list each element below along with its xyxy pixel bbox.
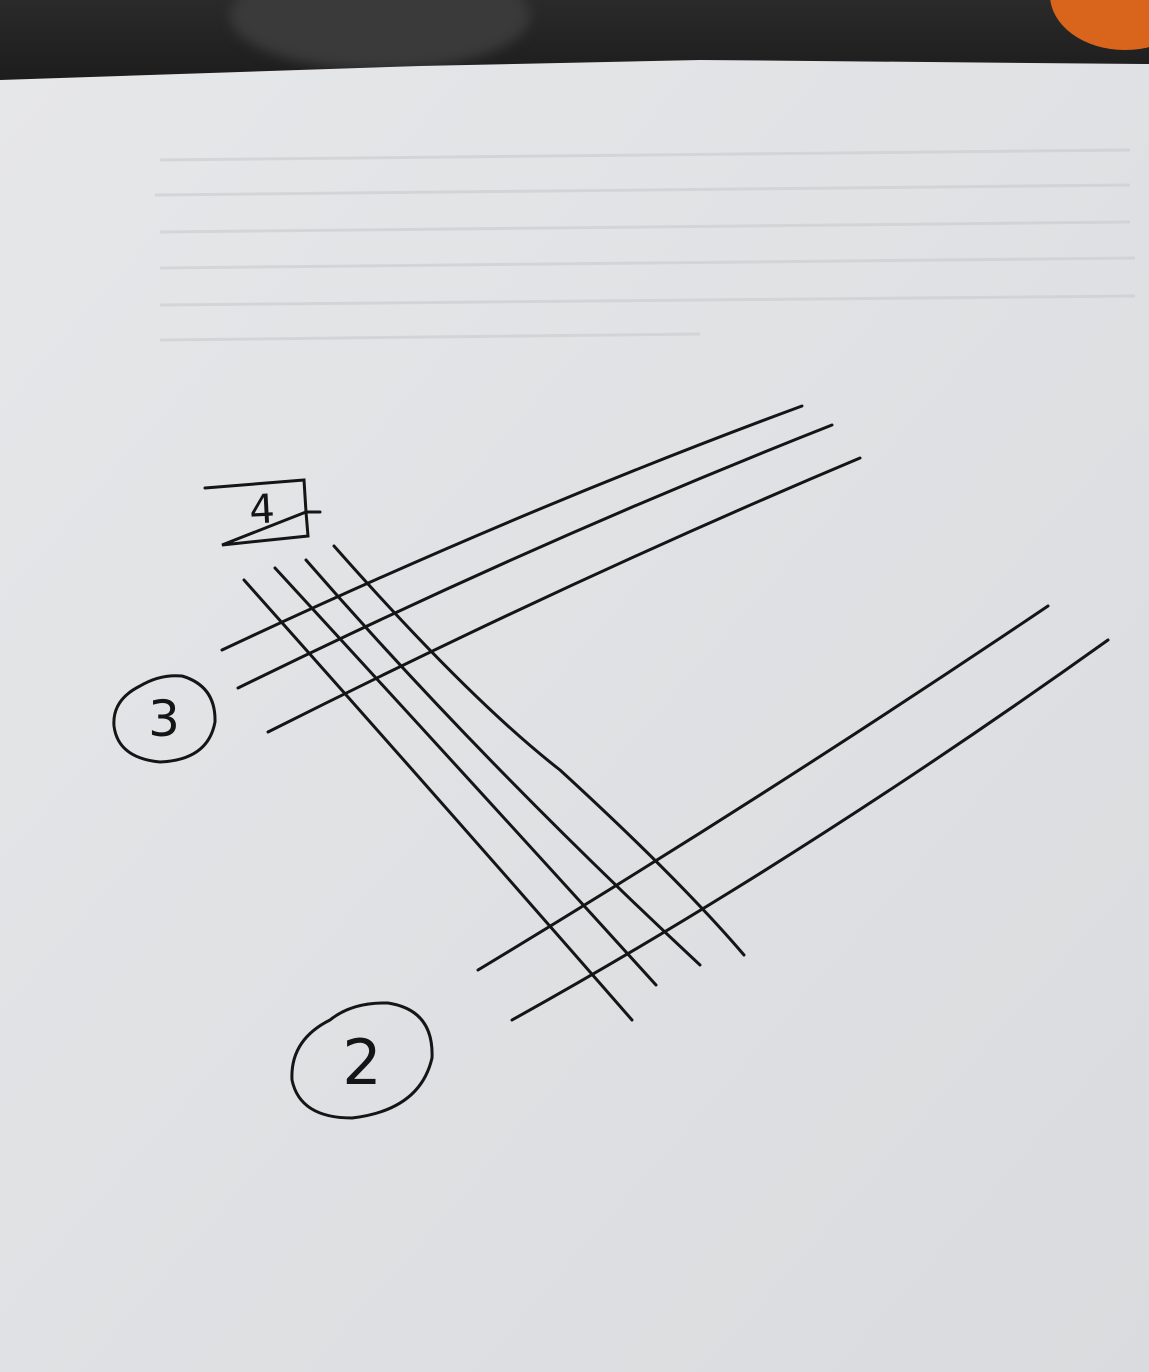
line-group-3-a [220, 404, 804, 652]
faint-bleedthrough-text [154, 148, 1136, 342]
line-group-4-a [242, 578, 634, 1022]
line-group-3-b [236, 423, 834, 690]
hand-drawn-lines [112, 404, 1110, 1120]
line-group-4-c [304, 558, 702, 967]
line-group-4-d [332, 544, 746, 957]
circle-label-2: 2 [342, 1026, 382, 1099]
line-group-2-b [510, 638, 1110, 1022]
circle-label-3: 3 [148, 690, 180, 748]
line-group-4-b [273, 566, 658, 987]
line-group-3-c [266, 456, 862, 734]
circle-outline-2 [290, 1001, 434, 1120]
box-outline [203, 478, 322, 547]
paper-surface [0, 60, 1149, 1372]
circle-outline-3 [112, 674, 217, 764]
box-label-4: 4 [248, 486, 276, 534]
line-group-2-a [476, 604, 1050, 972]
